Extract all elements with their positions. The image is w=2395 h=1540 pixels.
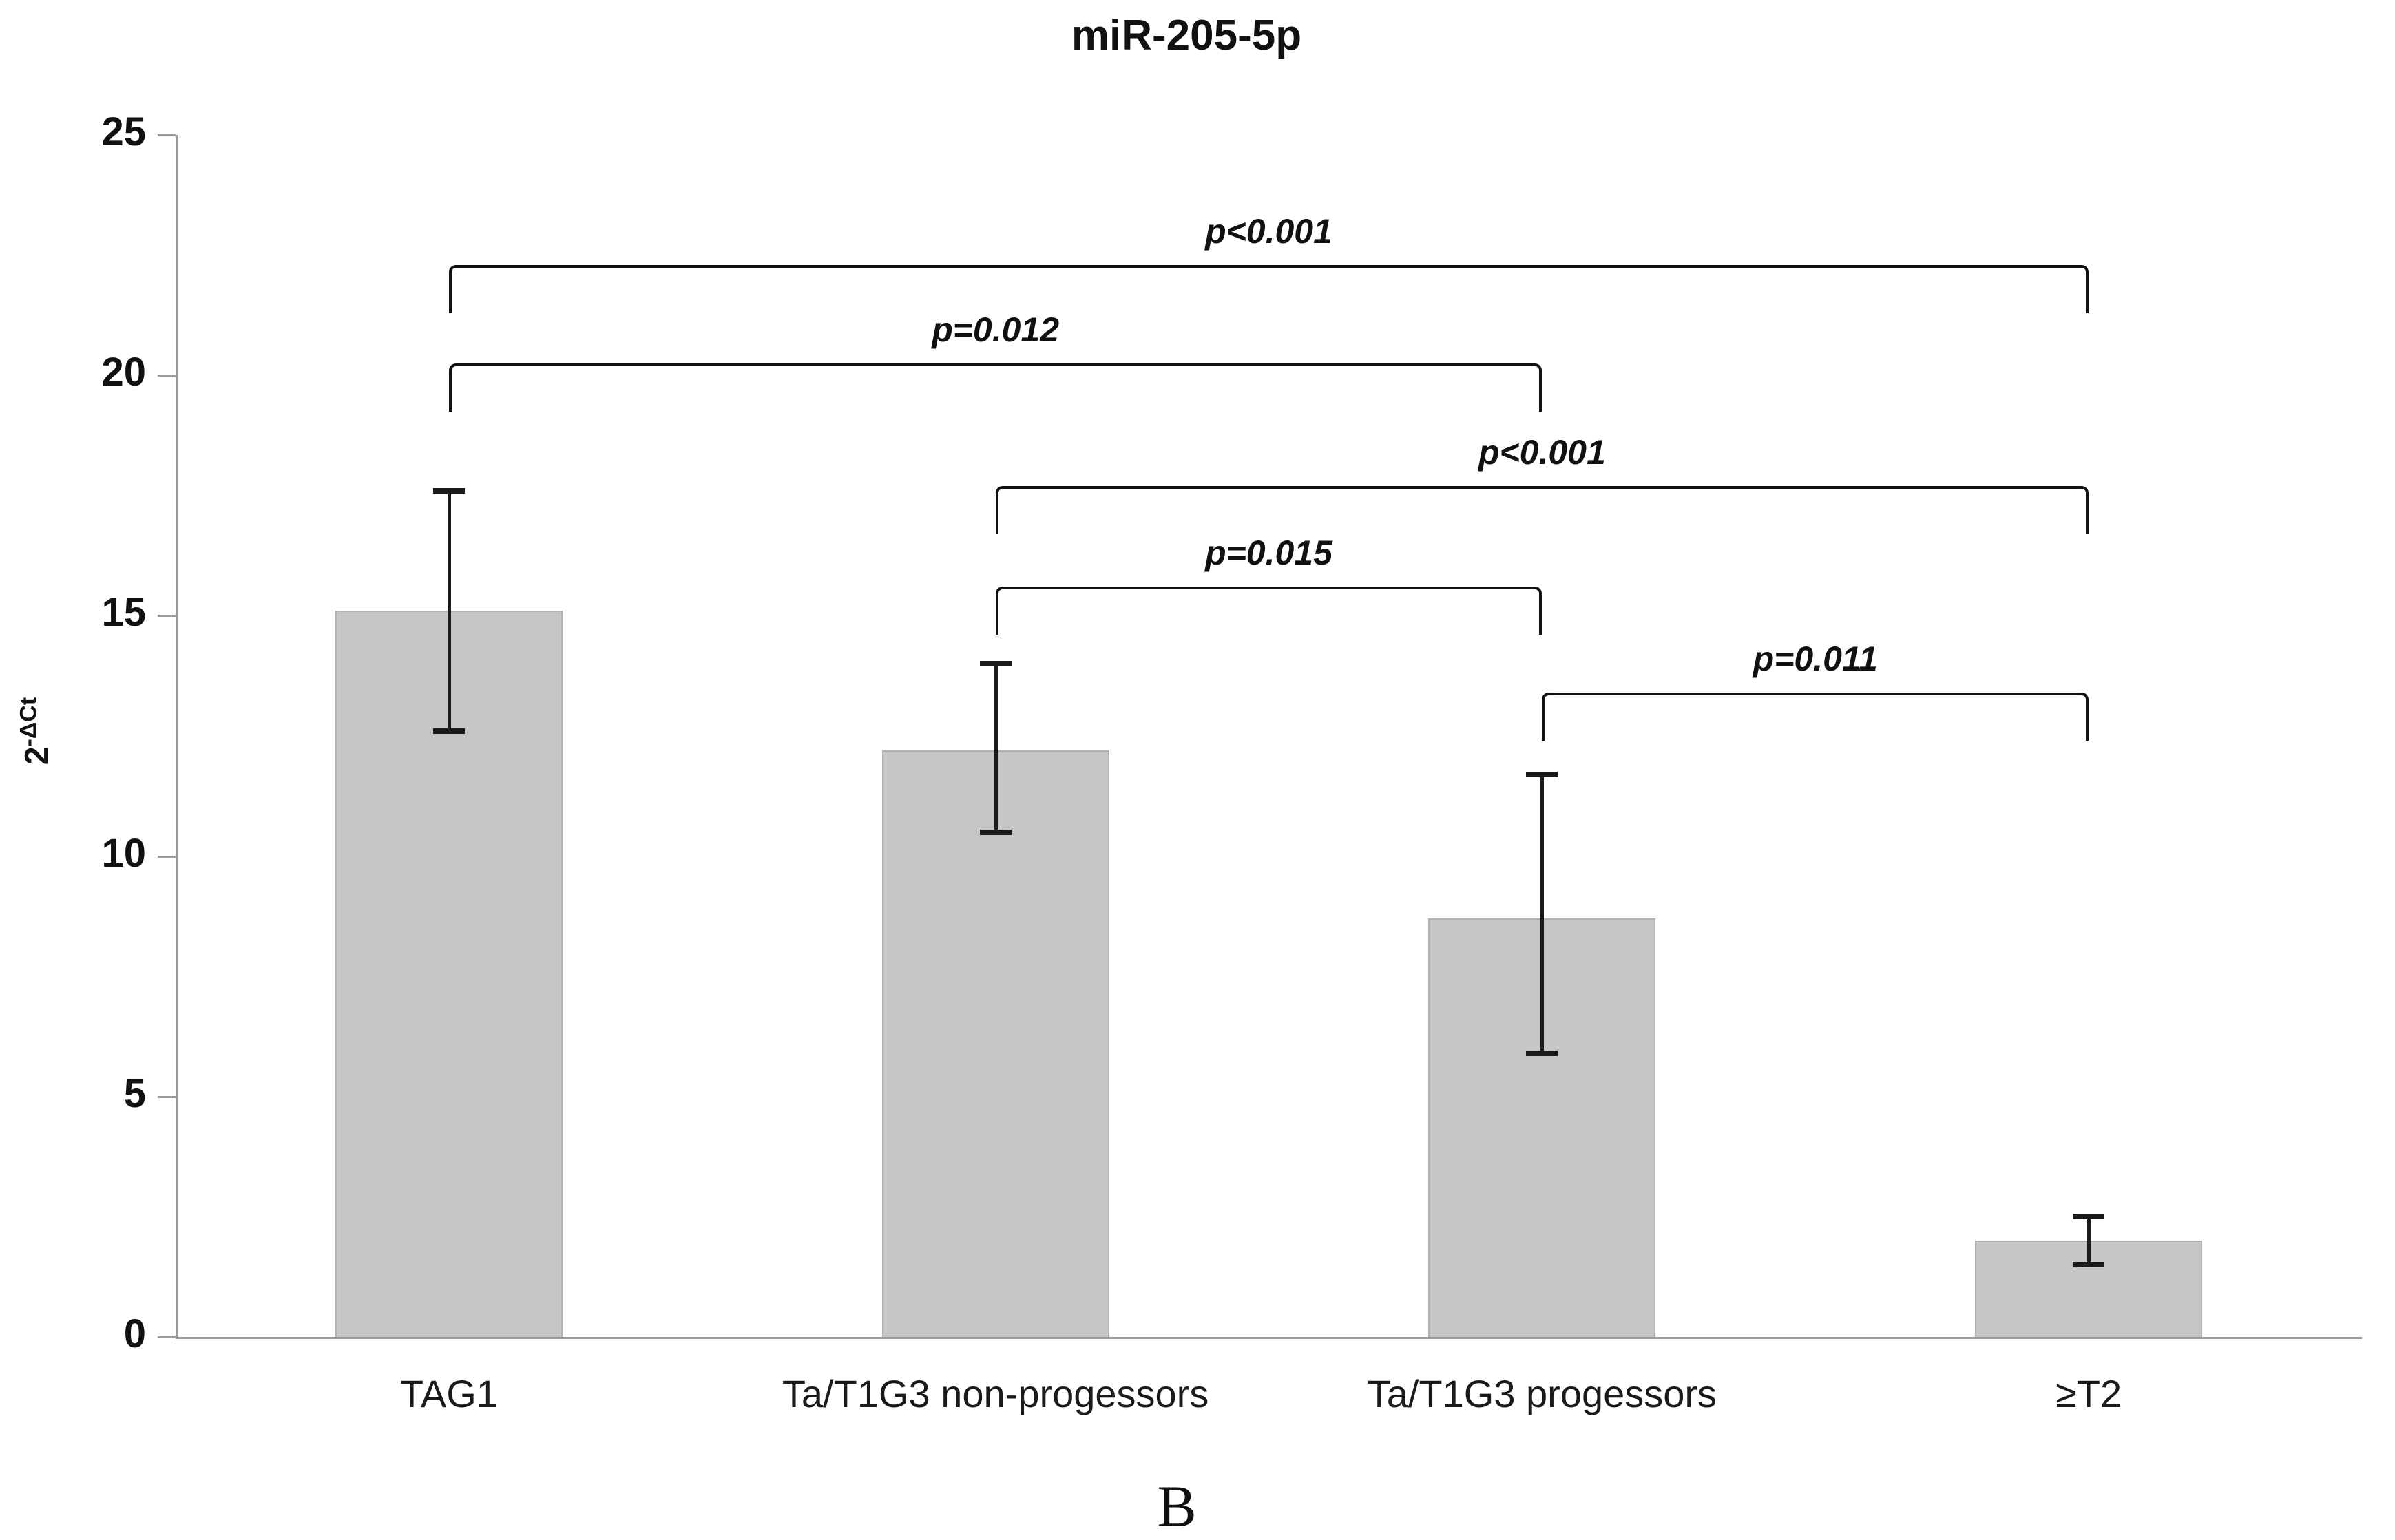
y-axis-line bbox=[176, 135, 178, 1339]
x-category-label: ≥T2 bbox=[2056, 1372, 2122, 1415]
p-value-label: p<0.001 bbox=[1205, 211, 1332, 251]
error-bar-cap-top bbox=[979, 661, 1012, 667]
y-tick-mark bbox=[158, 1095, 176, 1098]
y-tick-mark bbox=[158, 375, 176, 377]
bar bbox=[881, 750, 1109, 1337]
significance-bracket bbox=[995, 587, 1542, 635]
significance-bracket bbox=[995, 485, 2089, 534]
error-bar-line bbox=[1540, 774, 1545, 1053]
p-value-label: p<0.001 bbox=[1478, 432, 1606, 472]
y-tick-label: 10 bbox=[101, 830, 146, 876]
error-bar-cap-bottom bbox=[979, 829, 1012, 835]
y-tick-mark bbox=[158, 1336, 176, 1338]
x-category-label: Ta/T1G3 progessors bbox=[1367, 1372, 1717, 1415]
x-category-label: TAG1 bbox=[399, 1372, 498, 1415]
error-bar-line bbox=[447, 490, 451, 731]
p-value-label: p=0.015 bbox=[1205, 534, 1332, 573]
y-axis-label-base: 2 bbox=[19, 746, 56, 766]
significance-bracket bbox=[448, 264, 2089, 313]
x-category-label: Ta/T1G3 non-progessors bbox=[782, 1372, 1209, 1415]
x-axis-line bbox=[176, 1337, 2362, 1339]
y-axis-label: 2-ΔCt bbox=[16, 697, 56, 765]
significance-bracket bbox=[1542, 693, 2089, 741]
chart-title: miR-205-5p bbox=[1071, 12, 1302, 59]
y-tick-mark bbox=[158, 134, 176, 136]
error-bar-line bbox=[2087, 1216, 2091, 1265]
error-bar-cap-top bbox=[1526, 771, 1558, 777]
significance-bracket bbox=[448, 363, 1542, 412]
y-tick-mark bbox=[158, 855, 176, 858]
error-bar-cap-bottom bbox=[2073, 1262, 2105, 1268]
error-bar-cap-bottom bbox=[1526, 1050, 1558, 1056]
y-axis-label-exponent: -ΔCt bbox=[15, 697, 42, 747]
y-tick-mark bbox=[158, 615, 176, 618]
figure-panel-label: B bbox=[1157, 1473, 1197, 1539]
error-bar-cap-bottom bbox=[432, 728, 465, 735]
p-value-label: p=0.011 bbox=[1753, 640, 1878, 679]
y-tick-label: 25 bbox=[101, 109, 146, 154]
error-bar-line bbox=[994, 664, 998, 832]
error-bar-cap-top bbox=[2073, 1214, 2105, 1220]
y-tick-label: 0 bbox=[123, 1311, 146, 1356]
p-value-label: p=0.012 bbox=[932, 310, 1060, 349]
y-tick-label: 5 bbox=[123, 1070, 146, 1116]
error-bar-cap-top bbox=[432, 487, 465, 494]
y-tick-label: 20 bbox=[101, 350, 146, 395]
y-tick-label: 15 bbox=[101, 590, 146, 635]
